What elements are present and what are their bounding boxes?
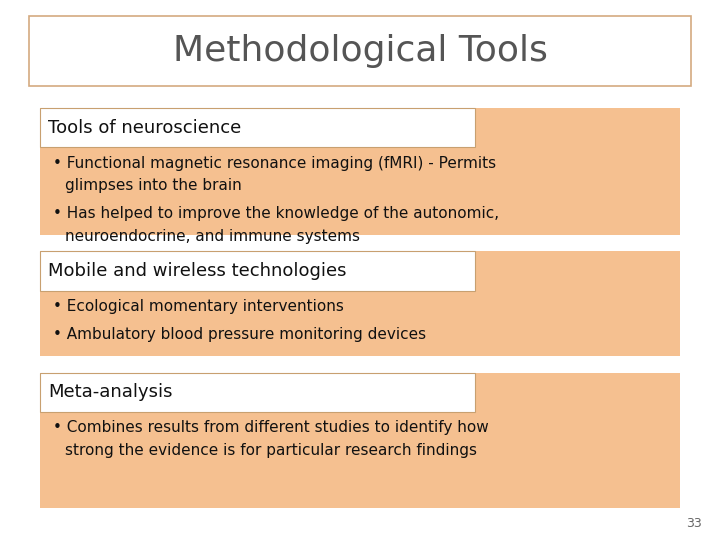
FancyBboxPatch shape [40,373,680,508]
Text: Tools of neuroscience: Tools of neuroscience [48,119,241,137]
Text: • Combines results from different studies to identify how: • Combines results from different studie… [53,420,488,435]
Text: Meta-analysis: Meta-analysis [48,383,173,401]
Text: • Ambulatory blood pressure monitoring devices: • Ambulatory blood pressure monitoring d… [53,327,426,342]
Text: Mobile and wireless technologies: Mobile and wireless technologies [48,262,347,280]
FancyBboxPatch shape [40,251,475,291]
Text: glimpses into the brain: glimpses into the brain [65,178,241,193]
Text: Methodological Tools: Methodological Tools [173,35,547,68]
Text: neuroendocrine, and immune systems: neuroendocrine, and immune systems [65,229,360,244]
FancyBboxPatch shape [40,108,475,147]
Text: 33: 33 [686,517,702,530]
Text: • Has helped to improve the knowledge of the autonomic,: • Has helped to improve the knowledge of… [53,206,499,221]
FancyBboxPatch shape [29,16,691,86]
Text: • Functional magnetic resonance imaging (fMRI) - Permits: • Functional magnetic resonance imaging … [53,156,495,171]
Text: • Ecological momentary interventions: • Ecological momentary interventions [53,299,343,314]
FancyBboxPatch shape [40,251,680,356]
FancyBboxPatch shape [40,108,680,235]
FancyBboxPatch shape [40,373,475,412]
Text: strong the evidence is for particular research findings: strong the evidence is for particular re… [65,443,477,458]
